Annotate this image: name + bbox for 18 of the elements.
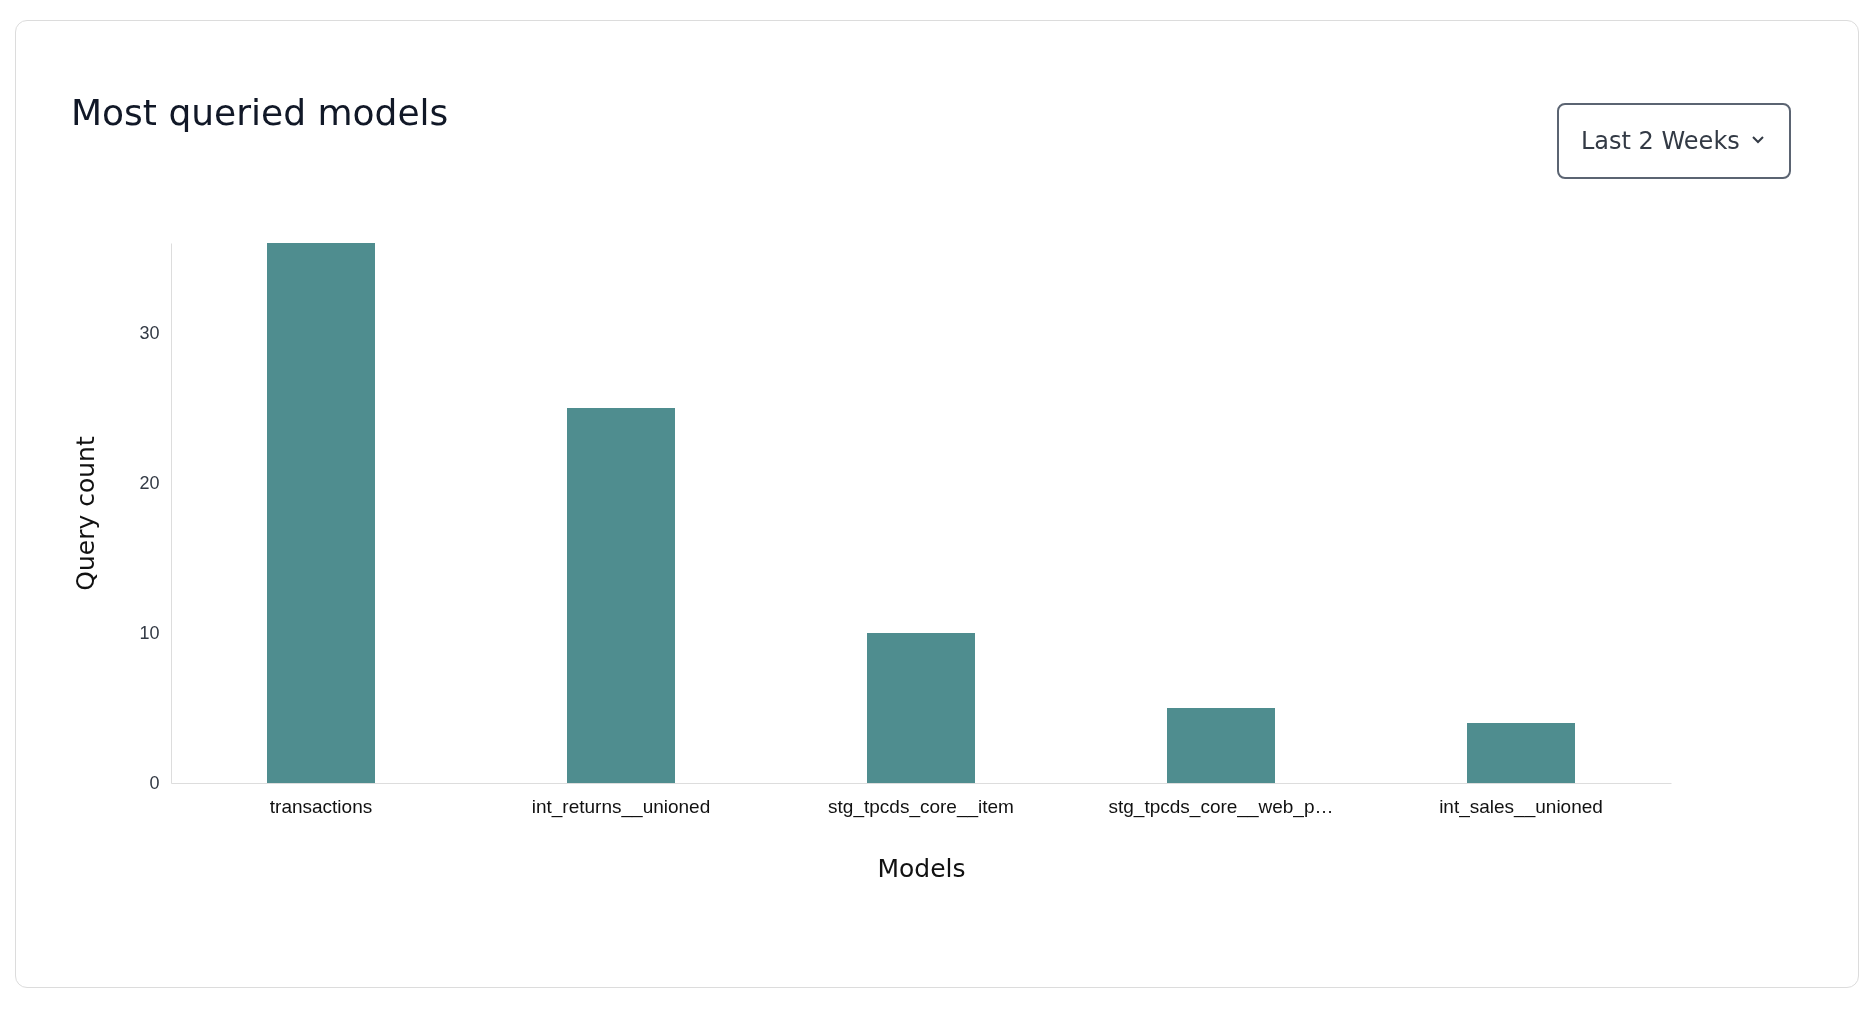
dropdown: Last 2 Weeks [1557, 103, 1791, 179]
y-tick-label: 20 [139, 472, 160, 493]
bar [1167, 708, 1275, 783]
x-axis-title: Models [877, 853, 966, 883]
bar [267, 243, 375, 783]
bar [867, 633, 975, 783]
bar [1467, 723, 1575, 783]
y-tick-label: 10 [139, 622, 160, 643]
x-tick-label: int_sales__unioned [1439, 795, 1603, 818]
x-tick-label: stg_tpcds_core__item [828, 795, 1014, 818]
x-tick-label: transactions [269, 795, 373, 817]
x-tick-label: stg_tpcds_core__web_p… [1108, 795, 1334, 818]
y-axis-title: Query count [71, 436, 101, 591]
y-tick-label: 30 [139, 322, 160, 343]
x-tick-label: int_returns__unioned [531, 795, 711, 818]
bar [567, 408, 675, 783]
chart-title: Most queried models [71, 92, 449, 133]
y-tick-label: 0 [149, 772, 160, 793]
